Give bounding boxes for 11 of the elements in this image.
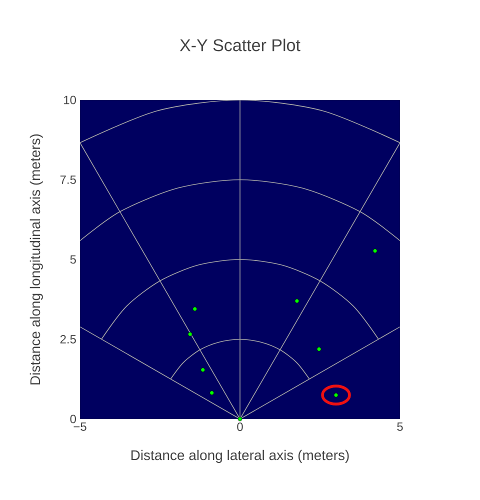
y-axis-title: Distance along longitudinal axis (meters) <box>30 134 43 384</box>
y-tick-label: 5 <box>70 255 76 264</box>
x-tick-label: 0 <box>237 422 243 432</box>
x-axis-title: Distance along lateral axis (meters) <box>131 450 349 463</box>
y-tick-label: 0 <box>70 414 76 424</box>
x-tick-label: 5 <box>397 422 403 431</box>
y-tick-label: 10 <box>64 96 76 104</box>
x-tick-label: −5 <box>74 422 86 431</box>
chart-title: X-Y Scatter Plot <box>180 38 300 52</box>
y-tick-label: 7.5 <box>60 176 76 184</box>
y-tick-label: 2.5 <box>60 335 76 344</box>
